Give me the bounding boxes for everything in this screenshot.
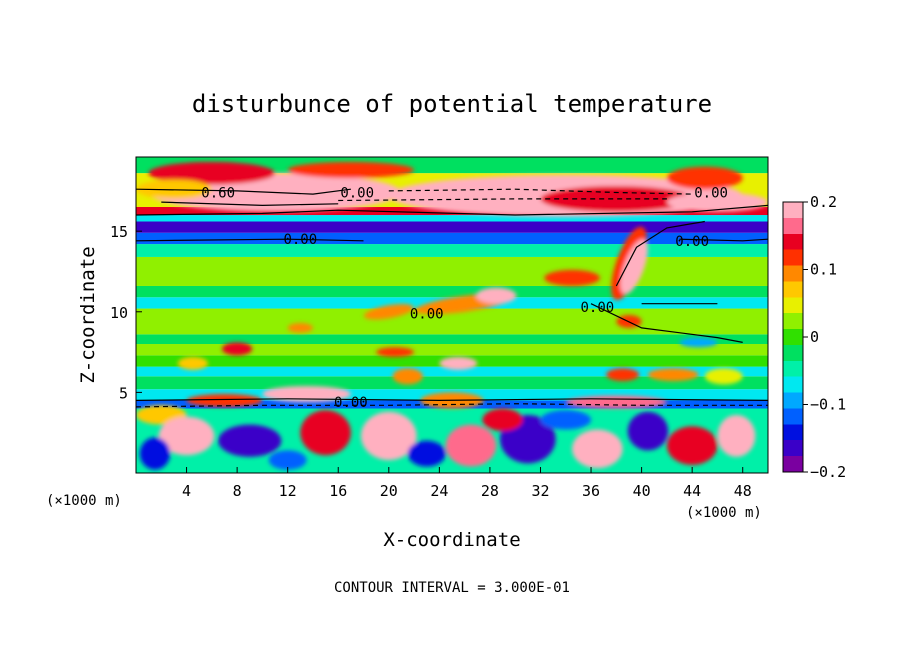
x-tick-label: 24 (430, 482, 448, 500)
x-tick-label: 36 (582, 482, 600, 500)
colorbar-tick-label: 0.1 (810, 261, 837, 279)
x-tick-label: 16 (329, 482, 347, 500)
colorbar-tick-label: 0.2 (810, 193, 837, 211)
x-tick-label: 28 (481, 482, 499, 500)
y-axis: 5 10 15 (110, 223, 142, 402)
x-axis: 4 8 12 16 20 24 28 32 36 40 44 48 (182, 467, 752, 500)
y-tick-label: 10 (110, 304, 128, 322)
x-tick-label: 44 (683, 482, 701, 500)
contour-label: 0.00 (340, 185, 374, 201)
x-axis-title: X-coordinate (383, 529, 520, 551)
y-tick-label: 15 (110, 223, 128, 241)
colorbar: −0.2 −0.1 0 0.1 0.2 (782, 193, 846, 481)
colorbar-tick-label: −0.1 (810, 396, 846, 414)
contour-labels: 0.60 0.00 0.00 0.00 0.00 0.00 0.00 0.00 (201, 185, 728, 411)
contour-label: 0.60 (201, 185, 235, 201)
x-tick-label: 40 (633, 482, 651, 500)
y-axis-title: Z-coordinate (77, 246, 99, 383)
contour-label: 0.00 (410, 306, 444, 322)
x-tick-label: 20 (380, 482, 398, 500)
colorbar-tick-label: 0 (810, 328, 819, 346)
contour-label: 0.00 (283, 232, 317, 248)
contour-label: 0.00 (694, 185, 728, 201)
contour-interval-note: CONTOUR INTERVAL = 3.000E-01 (334, 580, 570, 596)
plot-frame (135, 156, 769, 474)
chart-title: disturbunce of potential temperature (192, 90, 712, 118)
contour-label: 0.00 (581, 300, 615, 316)
colorbar-tick-label: −0.2 (810, 463, 846, 481)
x-tick-label: 4 (182, 482, 191, 500)
x-tick-label: 48 (734, 482, 752, 500)
plot-area: 0.60 0.00 0.00 0.00 0.00 0.00 0.00 0.00 (135, 156, 769, 474)
x-unit-label-left: (×1000 m) (46, 493, 122, 509)
x-tick-label: 12 (279, 482, 297, 500)
contour-label: 0.00 (334, 395, 368, 411)
colorbar-fill (783, 202, 803, 472)
x-tick-label: 32 (531, 482, 549, 500)
contour-lines (136, 188, 768, 408)
contour-label: 0.00 (675, 234, 709, 250)
x-tick-label: 8 (233, 482, 242, 500)
temperature-field (136, 157, 768, 473)
y-tick-label: 5 (119, 384, 128, 402)
x-unit-label-right: (×1000 m) (686, 505, 762, 521)
